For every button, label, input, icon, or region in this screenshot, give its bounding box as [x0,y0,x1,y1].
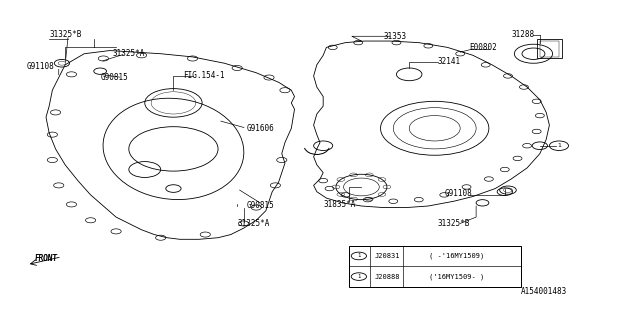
Text: J20831: J20831 [374,253,399,259]
Text: G91606: G91606 [246,124,275,133]
Text: E00802: E00802 [470,43,497,52]
Text: 31353: 31353 [384,32,407,41]
Bar [540,41,559,57]
Text: 31325*A: 31325*A [237,219,269,228]
Text: 32141: 32141 [438,57,461,66]
Text: G91108: G91108 [27,62,54,71]
Bar [537,39,562,59]
Text: 31325*B: 31325*B [438,219,470,228]
Text: FRONT: FRONT [35,254,58,263]
Text: FIG.154-1: FIG.154-1 [183,71,225,80]
Text: 1: 1 [557,143,561,148]
Text: 31325*A: 31325*A [113,49,145,58]
Text: 31325*B: 31325*B [49,30,81,39]
Text: ('16MY1509- ): ('16MY1509- ) [429,273,484,280]
Text: G90815: G90815 [100,73,128,82]
Text: A154001483: A154001483 [521,287,567,296]
Text: FRONT: FRONT [35,254,58,263]
Text: 1: 1 [357,274,360,279]
Text: 31288: 31288 [511,30,534,39]
Text: J20888: J20888 [374,274,399,280]
Text: G90815: G90815 [246,202,275,211]
Text: 1: 1 [357,253,360,259]
Bar [349,246,521,287]
Text: 31835*A: 31835*A [323,200,356,209]
Text: ( -'16MY1509): ( -'16MY1509) [429,253,484,259]
Text: G91108: G91108 [444,189,472,198]
